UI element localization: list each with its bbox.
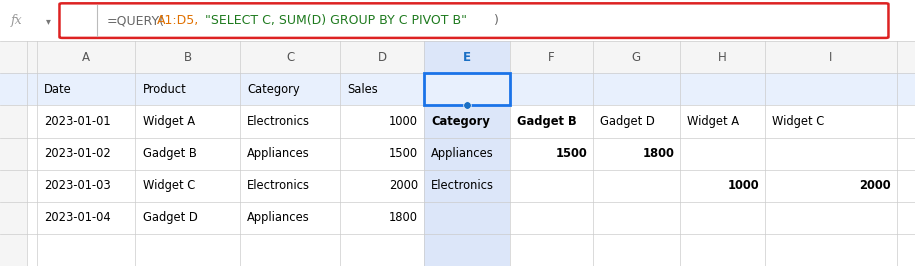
Text: A: A [82,51,90,64]
Text: 2023-01-02: 2023-01-02 [44,147,111,160]
Text: H: H [718,51,727,64]
Text: 1800: 1800 [642,147,674,160]
Text: Widget C: Widget C [772,115,824,128]
Text: B: B [184,51,191,64]
FancyBboxPatch shape [59,3,888,38]
Text: Gadget B: Gadget B [143,147,197,160]
Text: 1000: 1000 [389,115,418,128]
Bar [0,0,915,41]
Text: Category: Category [431,115,490,128]
Text: 2023-01-04: 2023-01-04 [44,211,111,224]
Text: Gadget B: Gadget B [517,115,576,128]
Text: Gadget D: Gadget D [143,211,198,224]
Text: Widget C: Widget C [143,179,195,192]
Text: G: G [632,51,640,64]
Text: fx: fx [11,14,22,27]
Bar [0,41,27,266]
Text: Electronics: Electronics [247,179,310,192]
Bar [424,73,510,105]
Text: 1000: 1000 [727,179,759,192]
Bar [424,41,510,266]
Text: 2023-01-01: 2023-01-01 [44,115,111,128]
Text: 1500: 1500 [555,147,587,160]
Text: 2000: 2000 [859,179,891,192]
Text: Product: Product [143,83,187,96]
Text: ▾: ▾ [46,16,51,26]
Text: D: D [378,51,386,64]
Text: Category: Category [247,83,300,96]
Text: Appliances: Appliances [247,147,310,160]
Text: 2023-01-03: 2023-01-03 [44,179,111,192]
Text: A1:D5,: A1:D5, [157,14,199,27]
Bar [0,73,915,105]
Text: =QUERY(: =QUERY( [106,14,164,27]
Text: "SELECT C, SUM(D) GROUP BY C PIVOT B": "SELECT C, SUM(D) GROUP BY C PIVOT B" [201,14,468,27]
Text: 2000: 2000 [389,179,418,192]
Text: Appliances: Appliances [247,211,310,224]
Text: Electronics: Electronics [247,115,310,128]
Text: ): ) [494,14,499,27]
Text: Widget A: Widget A [143,115,195,128]
Text: 1500: 1500 [389,147,418,160]
Text: Appliances: Appliances [431,147,494,160]
Text: I: I [829,51,833,64]
Text: Widget A: Widget A [687,115,739,128]
Text: Sales: Sales [348,83,379,96]
Text: C: C [285,51,295,64]
Text: 1800: 1800 [389,211,418,224]
Text: E: E [463,51,470,64]
Text: Gadget D: Gadget D [600,115,655,128]
Text: Electronics: Electronics [431,179,494,192]
Text: Date: Date [44,83,71,96]
Bar [0,41,915,73]
Text: F: F [548,51,554,64]
